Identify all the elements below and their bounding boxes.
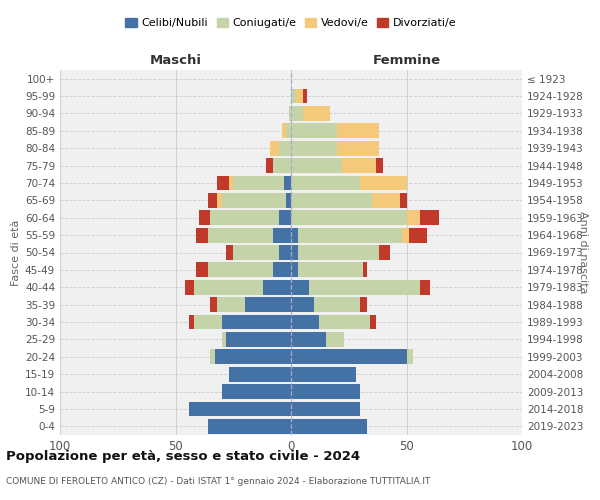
Bar xyxy=(291,332,326,347)
Bar xyxy=(298,245,379,260)
Bar xyxy=(280,210,291,225)
Bar xyxy=(208,228,272,242)
Bar xyxy=(379,245,391,260)
Bar xyxy=(226,332,291,347)
Bar xyxy=(208,419,291,434)
Bar xyxy=(217,176,229,190)
Bar xyxy=(291,384,360,399)
Bar xyxy=(194,280,263,294)
Bar xyxy=(310,280,421,294)
Bar xyxy=(272,158,291,173)
Bar xyxy=(291,280,310,294)
Bar xyxy=(229,367,291,382)
Bar xyxy=(245,298,291,312)
Bar xyxy=(291,158,342,173)
Bar xyxy=(222,193,286,208)
Bar xyxy=(360,298,367,312)
Bar xyxy=(215,350,291,364)
Bar xyxy=(342,158,376,173)
Bar xyxy=(291,141,337,156)
Text: Popolazione per età, sesso e stato civile - 2024: Popolazione per età, sesso e stato civil… xyxy=(6,450,360,463)
Bar xyxy=(362,262,367,278)
Bar xyxy=(291,210,407,225)
Bar xyxy=(302,88,307,104)
Bar xyxy=(291,176,360,190)
Bar xyxy=(190,314,194,330)
Bar xyxy=(217,193,222,208)
Bar xyxy=(376,158,383,173)
Bar xyxy=(360,176,407,190)
Bar xyxy=(208,193,217,208)
Bar xyxy=(229,176,233,190)
Bar xyxy=(291,193,372,208)
Bar xyxy=(291,245,298,260)
Bar xyxy=(302,106,330,121)
Bar xyxy=(291,228,298,242)
Bar xyxy=(291,88,296,104)
Bar xyxy=(337,141,379,156)
Bar xyxy=(291,262,298,278)
Bar xyxy=(400,193,407,208)
Bar xyxy=(226,245,233,260)
Bar xyxy=(286,124,291,138)
Text: COMUNE DI FEROLETO ANTICO (CZ) - Dati ISTAT 1° gennaio 2024 - Elaborazione TUTTI: COMUNE DI FEROLETO ANTICO (CZ) - Dati IS… xyxy=(6,478,430,486)
Bar xyxy=(337,124,379,138)
Bar xyxy=(190,402,291,416)
Bar xyxy=(289,106,291,121)
Bar xyxy=(280,245,291,260)
Bar xyxy=(222,332,226,347)
Bar xyxy=(222,314,291,330)
Bar xyxy=(326,332,344,347)
Bar xyxy=(272,262,291,278)
Bar xyxy=(222,384,291,399)
Bar xyxy=(372,193,400,208)
Bar xyxy=(319,314,370,330)
Bar xyxy=(194,314,222,330)
Bar xyxy=(291,314,319,330)
Bar xyxy=(196,228,208,242)
Bar xyxy=(282,124,286,138)
Bar xyxy=(421,280,430,294)
Bar xyxy=(402,228,409,242)
Bar xyxy=(270,141,280,156)
Bar xyxy=(421,210,439,225)
Bar xyxy=(210,298,217,312)
Bar xyxy=(233,245,280,260)
Bar xyxy=(291,124,337,138)
Bar xyxy=(196,262,208,278)
Bar xyxy=(272,228,291,242)
Bar xyxy=(298,228,402,242)
Bar xyxy=(291,350,407,364)
Bar xyxy=(233,176,284,190)
Bar xyxy=(409,228,427,242)
Bar xyxy=(291,402,360,416)
Bar xyxy=(370,314,376,330)
Bar xyxy=(291,298,314,312)
Bar xyxy=(280,141,291,156)
Bar xyxy=(210,350,215,364)
Bar xyxy=(407,210,421,225)
Text: Maschi: Maschi xyxy=(149,54,202,68)
Bar xyxy=(286,193,291,208)
Bar xyxy=(407,350,413,364)
Bar xyxy=(291,419,367,434)
Bar xyxy=(298,262,362,278)
Bar xyxy=(217,298,245,312)
Legend: Celibi/Nubili, Coniugati/e, Vedovi/e, Divorziati/e: Celibi/Nubili, Coniugati/e, Vedovi/e, Di… xyxy=(121,14,461,33)
Text: Femmine: Femmine xyxy=(373,54,440,68)
Bar xyxy=(199,210,210,225)
Y-axis label: Anni di nascita: Anni di nascita xyxy=(578,211,588,294)
Bar xyxy=(210,210,280,225)
Bar xyxy=(284,176,291,190)
Y-axis label: Fasce di età: Fasce di età xyxy=(11,220,21,286)
Bar xyxy=(208,262,272,278)
Bar xyxy=(296,88,302,104)
Bar xyxy=(185,280,194,294)
Bar xyxy=(263,280,291,294)
Bar xyxy=(266,158,272,173)
Bar xyxy=(314,298,360,312)
Bar xyxy=(291,106,302,121)
Bar xyxy=(291,367,356,382)
